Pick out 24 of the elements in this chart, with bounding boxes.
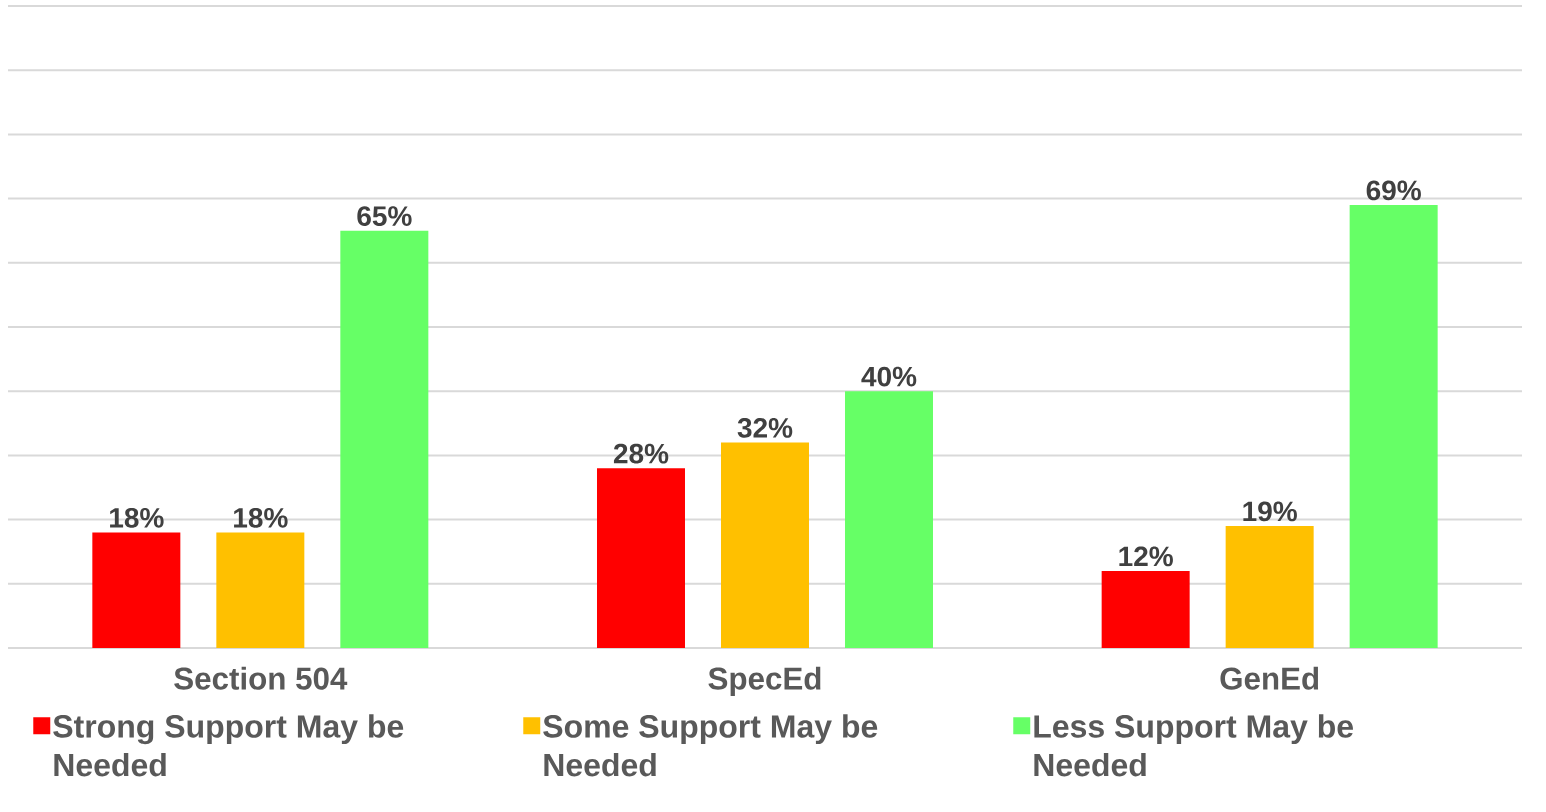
x-tick-label: GenEd (1220, 666, 1319, 690)
bar (92, 532, 181, 648)
bar (340, 230, 429, 648)
data-label: 19% (1243, 501, 1297, 522)
x-tick-label: Section 504 (174, 666, 348, 690)
data-label: 12% (1119, 546, 1173, 567)
bar (597, 468, 685, 648)
bar (845, 391, 933, 648)
legend-label: Less Support May be Needed (1034, 714, 1353, 777)
bar (1225, 526, 1314, 648)
data-label: 40% (861, 366, 917, 387)
data-label: 18% (110, 507, 164, 528)
bar (1349, 205, 1438, 648)
x-tick-label: SpecEd (708, 666, 821, 696)
bar (1101, 570, 1190, 648)
data-label: 69% (1366, 180, 1421, 201)
bar (216, 532, 305, 648)
data-label: 18% (234, 507, 288, 528)
legend-label: Some Support May be Needed (543, 714, 878, 777)
data-label: 28% (613, 443, 669, 464)
data-label: 65% (357, 206, 412, 226)
data-label: 32% (737, 417, 793, 438)
bar (721, 442, 809, 648)
legend-label: Strong Support May be Needed (53, 714, 404, 777)
